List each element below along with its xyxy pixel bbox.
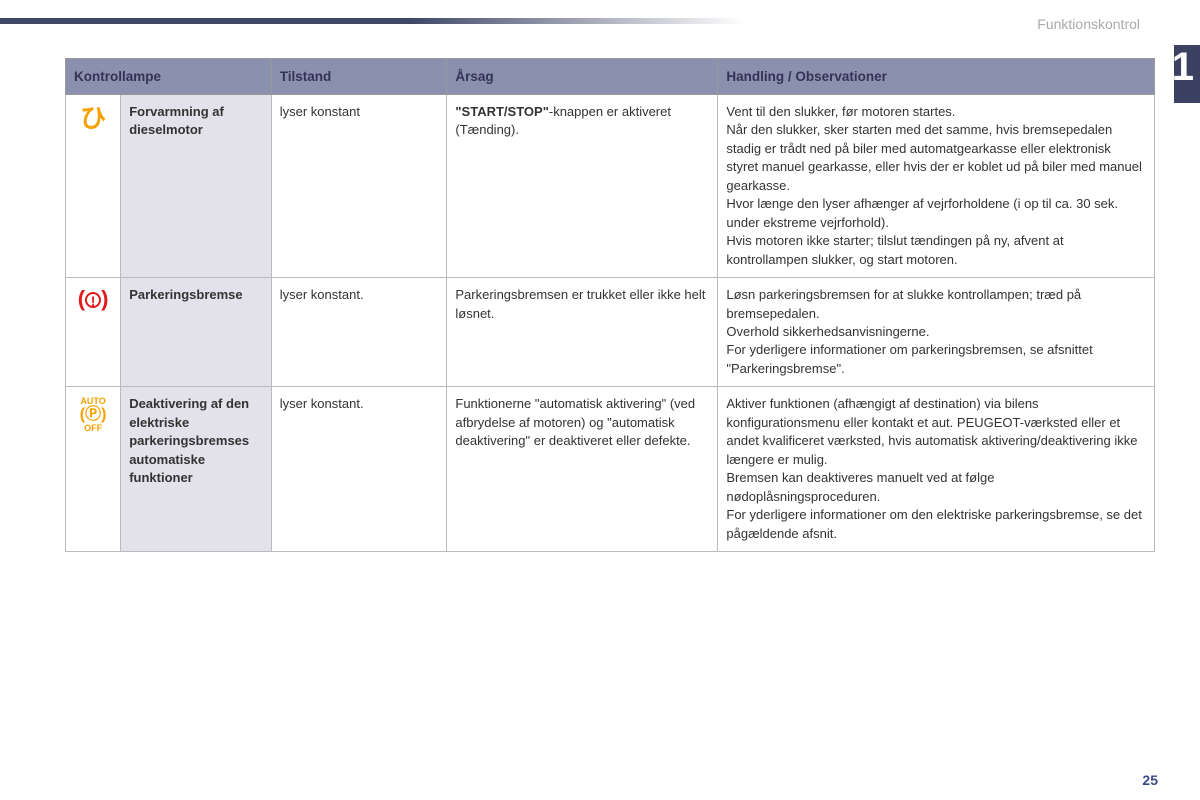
table-row: (!) Parkeringsbremse lyser konstant. Par… — [66, 278, 1155, 387]
chapter-number: 1 — [1172, 47, 1194, 87]
cause-cell: Funktionerne "automatisk aktivering" (ve… — [447, 387, 718, 552]
table-header-row: Kontrollampe Tilstand Årsag Handling / O… — [66, 59, 1155, 95]
warning-lamp-table-wrap: Kontrollampe Tilstand Årsag Handling / O… — [65, 58, 1155, 552]
state-cell: lyser konstant. — [271, 387, 447, 552]
warning-lamp-table: Kontrollampe Tilstand Årsag Handling / O… — [65, 58, 1155, 552]
parking-brake-icon: (!) — [78, 286, 109, 311]
state-cell: lyser konstant — [271, 95, 447, 278]
th-kontrollampe: Kontrollampe — [66, 59, 272, 95]
action-cell: Vent til den slukker, før motoren starte… — [718, 95, 1155, 278]
cause-cell: "START/STOP"-knappen er aktiveret (Tændi… — [447, 95, 718, 278]
chapter-number-badge: 1 — [1174, 45, 1200, 103]
breadcrumb: Funktionskontrol — [1037, 16, 1140, 32]
th-aarsag: Årsag — [447, 59, 718, 95]
table-row: ひ Forvarmning af dieselmotor lyser konst… — [66, 95, 1155, 278]
page-number: 25 — [1142, 772, 1158, 788]
table-row: AUTO (Ⓟ) OFF Deaktivering af den elektri… — [66, 387, 1155, 552]
icon-cell: (!) — [66, 278, 121, 387]
diesel-preheat-icon: ひ — [80, 103, 106, 133]
auto-parking-off-icon: AUTO (Ⓟ) OFF — [74, 397, 112, 433]
action-cell: Løsn parkeringsbremsen for at slukke kon… — [718, 278, 1155, 387]
action-cell: Aktiver funktionen (afhængigt af destina… — [718, 387, 1155, 552]
lamp-name-cell: Forvarmning af dieselmotor — [121, 95, 272, 278]
lamp-name-cell: Deaktivering af den elektriske parkering… — [121, 387, 272, 552]
th-handling: Handling / Observationer — [718, 59, 1155, 95]
icon-cell: ひ — [66, 95, 121, 278]
icon-cell: AUTO (Ⓟ) OFF — [66, 387, 121, 552]
state-cell: lyser konstant. — [271, 278, 447, 387]
cause-cell: Parkeringsbremsen er trukket eller ikke … — [447, 278, 718, 387]
top-gradient-bar — [0, 18, 1200, 24]
lamp-name-cell: Parkeringsbremse — [121, 278, 272, 387]
th-tilstand: Tilstand — [271, 59, 447, 95]
